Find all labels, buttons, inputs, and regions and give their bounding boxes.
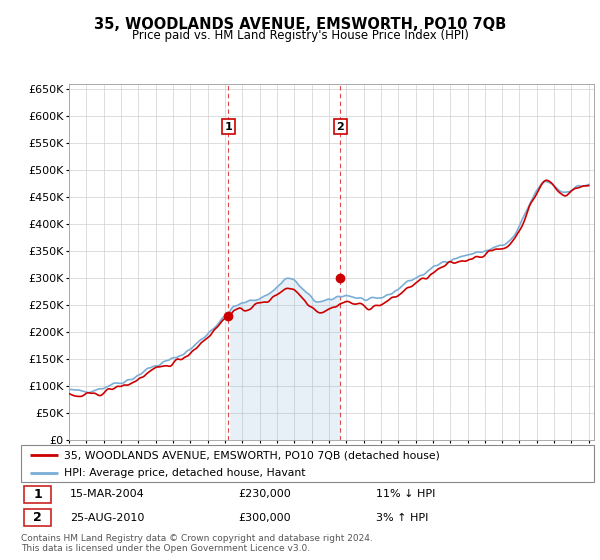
Text: Contains HM Land Registry data © Crown copyright and database right 2024.
This d: Contains HM Land Registry data © Crown c…: [21, 534, 373, 553]
Text: 3% ↑ HPI: 3% ↑ HPI: [376, 513, 428, 522]
Text: 15-MAR-2004: 15-MAR-2004: [70, 489, 145, 500]
Text: 35, WOODLANDS AVENUE, EMSWORTH, PO10 7QB: 35, WOODLANDS AVENUE, EMSWORTH, PO10 7QB: [94, 17, 506, 32]
Text: 25-AUG-2010: 25-AUG-2010: [70, 513, 144, 522]
Text: 35, WOODLANDS AVENUE, EMSWORTH, PO10 7QB (detached house): 35, WOODLANDS AVENUE, EMSWORTH, PO10 7QB…: [64, 450, 440, 460]
FancyBboxPatch shape: [24, 486, 52, 503]
Text: 1: 1: [33, 488, 42, 501]
Text: 11% ↓ HPI: 11% ↓ HPI: [376, 489, 436, 500]
FancyBboxPatch shape: [21, 445, 594, 482]
Text: £230,000: £230,000: [239, 489, 292, 500]
FancyBboxPatch shape: [24, 509, 52, 526]
Text: HPI: Average price, detached house, Havant: HPI: Average price, detached house, Hava…: [64, 468, 305, 478]
Text: Price paid vs. HM Land Registry's House Price Index (HPI): Price paid vs. HM Land Registry's House …: [131, 29, 469, 42]
Text: 2: 2: [33, 511, 42, 524]
Text: 1: 1: [224, 122, 232, 132]
Text: 2: 2: [336, 122, 344, 132]
Text: £300,000: £300,000: [239, 513, 292, 522]
